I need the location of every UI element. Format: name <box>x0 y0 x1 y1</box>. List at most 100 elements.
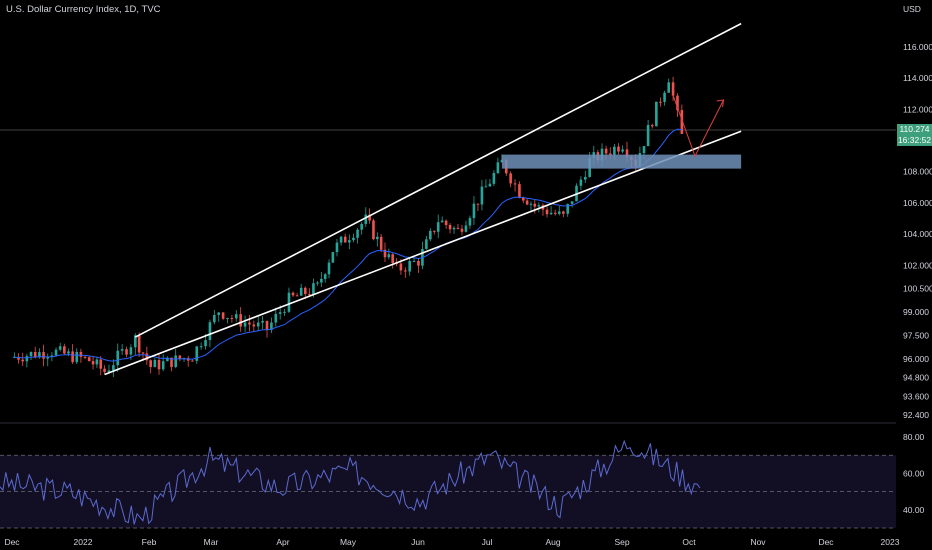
candle-body <box>625 149 629 157</box>
candle-body <box>42 352 45 359</box>
candle-body <box>213 315 216 323</box>
candle-body <box>112 365 115 371</box>
price-tick-label: 112.000 <box>903 104 932 114</box>
candle-body <box>452 227 456 230</box>
rsi-axis: 80.00 60.00 40.00 <box>903 432 925 515</box>
candle-body <box>278 312 282 314</box>
candle-body <box>299 287 303 296</box>
candle-body <box>161 361 165 370</box>
candle-body <box>316 282 319 284</box>
candle-body <box>476 203 480 205</box>
candle-body <box>348 240 351 243</box>
candle-body <box>642 146 646 154</box>
candle-body <box>444 220 448 225</box>
candle-body <box>234 314 238 319</box>
candle-body <box>134 335 137 348</box>
candle-body <box>256 322 260 327</box>
rsi-tick-label: 60.00 <box>903 468 925 478</box>
candle-body <box>352 237 355 241</box>
candle-body <box>274 313 278 323</box>
candle-body <box>659 101 662 103</box>
candle-body <box>680 110 684 134</box>
candle-body <box>339 236 343 243</box>
candle-body <box>87 357 91 362</box>
candle-body <box>308 294 311 296</box>
price-tick-label: 106.000 <box>903 198 932 208</box>
projection-arrow <box>672 95 725 158</box>
candle-body <box>408 260 411 272</box>
candle-body <box>13 356 16 358</box>
candle-body <box>217 312 221 316</box>
time-tick-label: Apr <box>276 537 289 547</box>
candle-body <box>650 125 654 127</box>
candle-body <box>67 351 70 354</box>
candle-body <box>145 353 149 361</box>
candle-body <box>492 173 496 184</box>
candle-body <box>387 254 391 258</box>
candle-body <box>391 254 394 263</box>
candle-body <box>174 355 177 368</box>
candle-body <box>141 352 145 354</box>
main-pane <box>0 129 896 424</box>
candle-body <box>480 186 484 205</box>
candle-body <box>533 203 537 207</box>
candle-body <box>221 312 225 319</box>
candle-body <box>38 352 41 358</box>
candle-body <box>71 351 74 363</box>
candle-body <box>621 149 624 152</box>
candle-body <box>99 359 103 369</box>
candle-body <box>129 347 133 355</box>
candle-body <box>429 230 432 240</box>
ema-line <box>14 128 682 362</box>
candle-body <box>63 346 66 354</box>
candle-body <box>239 314 242 327</box>
price-tick-label: 96.000 <box>903 354 929 364</box>
currency-label: USD <box>903 4 921 14</box>
candle-body <box>331 252 335 263</box>
candle-body <box>54 349 58 356</box>
candle-body <box>137 335 141 353</box>
candle-body <box>270 322 273 331</box>
channel-upper-line <box>134 22 742 338</box>
bar-countdown: 16:32:52 <box>897 135 932 145</box>
candle-body <box>425 239 428 249</box>
candle-body <box>671 82 675 96</box>
candle-body <box>436 222 440 232</box>
candle-body <box>600 148 604 161</box>
time-tick-label: Dec <box>818 537 834 547</box>
candle-body <box>17 356 20 360</box>
candle-body <box>79 351 83 357</box>
candle-body <box>320 278 323 283</box>
price-tick-label: 116.000 <box>903 42 932 52</box>
candle-body <box>464 225 468 232</box>
candle-body <box>583 176 587 180</box>
candle-body <box>261 321 264 323</box>
candle-body <box>472 203 476 219</box>
candle-body <box>46 357 50 359</box>
candle-body <box>663 92 666 102</box>
price-tick-label: 114.000 <box>903 73 932 83</box>
candle-body <box>545 209 549 215</box>
price-tick-label: 94.800 <box>903 373 929 383</box>
candle-body <box>432 230 436 232</box>
candle-body <box>613 146 616 155</box>
time-tick-label: 2023 <box>881 537 900 547</box>
candle-body <box>75 351 79 363</box>
time-tick-label: Dec <box>4 537 20 547</box>
projection-path <box>672 95 725 158</box>
candle-body <box>488 183 492 187</box>
candle-body <box>204 340 207 347</box>
candle-body <box>448 224 452 230</box>
time-tick-label: Feb <box>142 537 157 547</box>
candle-body <box>291 292 295 296</box>
candle-body <box>646 125 650 147</box>
candle-body <box>283 311 286 313</box>
candle-body <box>295 295 299 297</box>
candle-body <box>157 360 161 370</box>
candle-body <box>557 211 561 214</box>
candle-body <box>170 357 173 368</box>
price-tick-label: 102.000 <box>903 260 932 270</box>
candle-body <box>417 260 420 266</box>
candle-body <box>303 287 307 295</box>
